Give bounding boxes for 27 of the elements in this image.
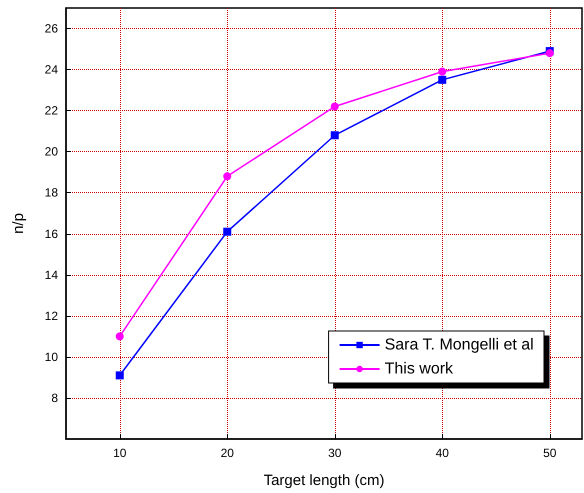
point [438,68,446,76]
y-tick-label: 14 [44,268,58,282]
x-tick-label: 20 [220,446,234,460]
y-tick-label: 24 [44,62,58,77]
y-axis-title: n/p [10,213,27,234]
y-tick-label: 12 [44,308,58,323]
y-tick-label: 22 [44,104,58,118]
point [438,76,446,84]
y-tick-label: 26 [44,22,58,36]
y-tick-label: 16 [44,226,58,241]
legend-label: This work [384,360,454,378]
x-tick-label: 30 [328,446,342,460]
point [116,332,124,340]
x-tick-label: 10 [113,446,127,460]
y-tick-label: 10 [44,350,58,364]
y-tick-label: 20 [44,144,58,159]
legend-label: Sara T. Mongelli et al [384,336,534,354]
x-axis-title: Target length (cm) [264,472,384,489]
point [223,172,232,180]
y-tick-label: 18 [44,186,58,200]
x-tick-label: 50 [543,446,557,460]
point [116,371,124,380]
point [330,131,339,140]
point [330,102,339,111]
y-tick-label: 8 [51,390,58,405]
x-tick-label: 40 [436,446,450,460]
point [223,228,232,236]
